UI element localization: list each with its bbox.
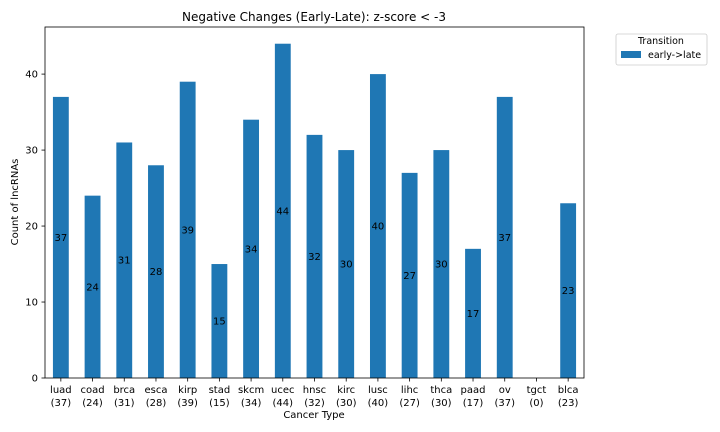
data-label-esca: 28 bbox=[150, 267, 163, 278]
chart-title: Negative Changes (Early-Late): z-score <… bbox=[182, 10, 446, 24]
x-tick-sublabel-tgct: (0) bbox=[529, 398, 543, 409]
x-tick-sublabel-luad: (37) bbox=[51, 398, 72, 409]
data-label-luad: 37 bbox=[54, 233, 67, 244]
x-tick-sublabel-lihc: (27) bbox=[399, 398, 420, 409]
data-label-kirc: 30 bbox=[340, 260, 353, 271]
bar-brca bbox=[116, 142, 133, 378]
data-label-lusc: 40 bbox=[372, 222, 385, 233]
data-label-coad: 24 bbox=[86, 282, 99, 293]
x-tick-label-brca: brca bbox=[113, 385, 135, 396]
x-tick-sublabel-coad: (24) bbox=[82, 398, 103, 409]
legend-label: early->late bbox=[648, 50, 701, 61]
bar-lusc bbox=[369, 74, 386, 378]
bar-kirc bbox=[338, 150, 355, 378]
x-tick-label-kirc: kirc bbox=[337, 385, 355, 396]
x-tick-label-hnsc: hnsc bbox=[303, 385, 326, 396]
x-tick-label-ucec: ucec bbox=[271, 385, 295, 396]
x-tick-sublabel-hnsc: (32) bbox=[304, 398, 325, 409]
x-tick-label-esca: esca bbox=[144, 385, 167, 396]
x-tick-label-lusc: lusc bbox=[368, 385, 388, 396]
bar-skcm bbox=[243, 119, 260, 378]
x-tick-sublabel-paad: (17) bbox=[463, 398, 484, 409]
x-tick-label-luad: luad bbox=[50, 385, 72, 396]
x-tick-sublabel-thca: (30) bbox=[431, 398, 452, 409]
bar-paad bbox=[465, 248, 481, 378]
y-tick-label-10: 10 bbox=[25, 298, 38, 309]
bar-luad bbox=[52, 96, 69, 379]
x-tick-sublabel-esca: (28) bbox=[146, 398, 167, 409]
x-axis: luad (37) coad (24) brca (31) esca (28) kirp (39)… bbox=[50, 378, 579, 409]
x-tick-label-ov: ov bbox=[499, 385, 511, 396]
data-label-lihc: 27 bbox=[403, 271, 416, 282]
legend-swatch bbox=[621, 51, 641, 58]
bar-ov bbox=[496, 96, 513, 379]
x-tick-label-blca: blca bbox=[558, 385, 579, 396]
x-axis-label: Cancer Type bbox=[283, 410, 344, 421]
data-label-hnsc: 32 bbox=[308, 252, 321, 263]
x-tick-sublabel-ucec: (44) bbox=[273, 398, 294, 409]
x-tick-label-coad: coad bbox=[81, 385, 105, 396]
bar-stad bbox=[211, 264, 228, 378]
data-label-thca: 30 bbox=[435, 260, 448, 271]
x-tick-label-paad: paad bbox=[461, 385, 486, 396]
x-tick-label-tgct: tgct bbox=[527, 385, 547, 396]
x-tick-label-stad: stad bbox=[209, 385, 231, 396]
x-tick-sublabel-blca: (23) bbox=[558, 398, 579, 409]
x-tick-sublabel-lusc: (40) bbox=[368, 398, 389, 409]
legend-title: Transition bbox=[637, 36, 684, 47]
x-tick-sublabel-skcm: (34) bbox=[241, 398, 262, 409]
bar-kirp bbox=[179, 81, 196, 378]
data-label-kirp: 39 bbox=[181, 225, 194, 236]
legend: Transition early->late bbox=[615, 33, 708, 66]
x-tick-sublabel-kirp: (39) bbox=[177, 398, 198, 409]
y-tick-label-40: 40 bbox=[25, 70, 38, 81]
bar-esca bbox=[148, 165, 164, 378]
x-tick-sublabel-kirc: (30) bbox=[336, 398, 357, 409]
data-label-skcm: 34 bbox=[245, 244, 258, 255]
bar-ucec bbox=[274, 43, 291, 379]
bar-thca bbox=[433, 150, 450, 378]
bars-layer bbox=[52, 43, 577, 379]
x-tick-label-lihc: lihc bbox=[401, 385, 418, 396]
bar-blca bbox=[560, 203, 577, 378]
data-label-blca: 23 bbox=[562, 286, 575, 297]
bar-hnsc bbox=[306, 134, 323, 378]
x-tick-label-kirp: kirp bbox=[178, 385, 197, 396]
bar-lihc bbox=[401, 172, 418, 378]
x-tick-sublabel-stad: (15) bbox=[209, 398, 230, 409]
y-tick-label-0: 0 bbox=[32, 374, 38, 385]
data-label-ucec: 44 bbox=[276, 206, 289, 217]
data-label-brca: 31 bbox=[118, 256, 131, 267]
data-label-ov: 37 bbox=[498, 233, 511, 244]
x-tick-label-thca: thca bbox=[430, 385, 452, 396]
data-label-paad: 17 bbox=[467, 309, 480, 320]
y-tick-label-20: 20 bbox=[25, 222, 38, 233]
bar-coad bbox=[84, 195, 101, 378]
y-axis: 0 10 20 30 40 bbox=[25, 70, 45, 385]
data-label-stad: 15 bbox=[213, 317, 226, 328]
x-tick-sublabel-ov: (37) bbox=[494, 398, 515, 409]
y-tick-label-30: 30 bbox=[25, 146, 38, 157]
x-tick-sublabel-brca: (31) bbox=[114, 398, 135, 409]
data-labels-layer: 37 24 31 28 39 15 34 44 32 30 40 27 30 17 37 23 bbox=[54, 206, 574, 327]
y-axis-label: Count of lncRNAs bbox=[10, 159, 21, 246]
x-tick-label-skcm: skcm bbox=[238, 385, 264, 396]
